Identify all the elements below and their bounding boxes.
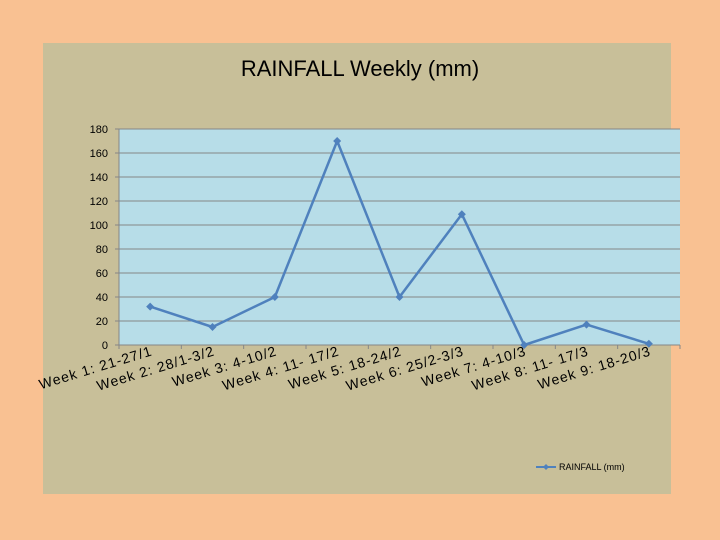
- y-tick-label-40: 40: [96, 292, 108, 304]
- data-point-2: [208, 323, 217, 331]
- y-tick-label-140: 140: [90, 172, 108, 184]
- y-tick-label-60: 60: [96, 268, 108, 280]
- data-point-6: [457, 210, 466, 219]
- plot-area: [119, 129, 680, 345]
- data-point-4: [333, 137, 342, 145]
- y-tick-label-80: 80: [96, 244, 108, 256]
- y-tick-label-180: 180: [90, 124, 108, 136]
- data-point-1: [146, 302, 155, 311]
- gridlines: [119, 128, 680, 322]
- data-point-5: [395, 293, 404, 301]
- y-tick-label-160: 160: [90, 148, 108, 160]
- data-point-8: [582, 320, 591, 329]
- legend: RAINFALL (mm): [536, 462, 625, 472]
- y-tick-label-120: 120: [90, 196, 108, 208]
- data-point-7: [520, 341, 529, 349]
- legend-label: RAINFALL (mm): [559, 462, 625, 472]
- y-tick-label-0: 0: [102, 340, 108, 352]
- y-tick-label-100: 100: [90, 220, 108, 232]
- legend-marker: [543, 464, 549, 470]
- y-axis: 0 20 40 60 80 100 120 140 160 180: [90, 124, 120, 352]
- data-point-9: [644, 339, 653, 348]
- series-rainfall: [146, 137, 653, 349]
- y-tick-label-20: 20: [96, 316, 108, 328]
- chart-title: RAINFALL Weekly (mm): [240, 56, 480, 81]
- data-point-3: [270, 293, 279, 301]
